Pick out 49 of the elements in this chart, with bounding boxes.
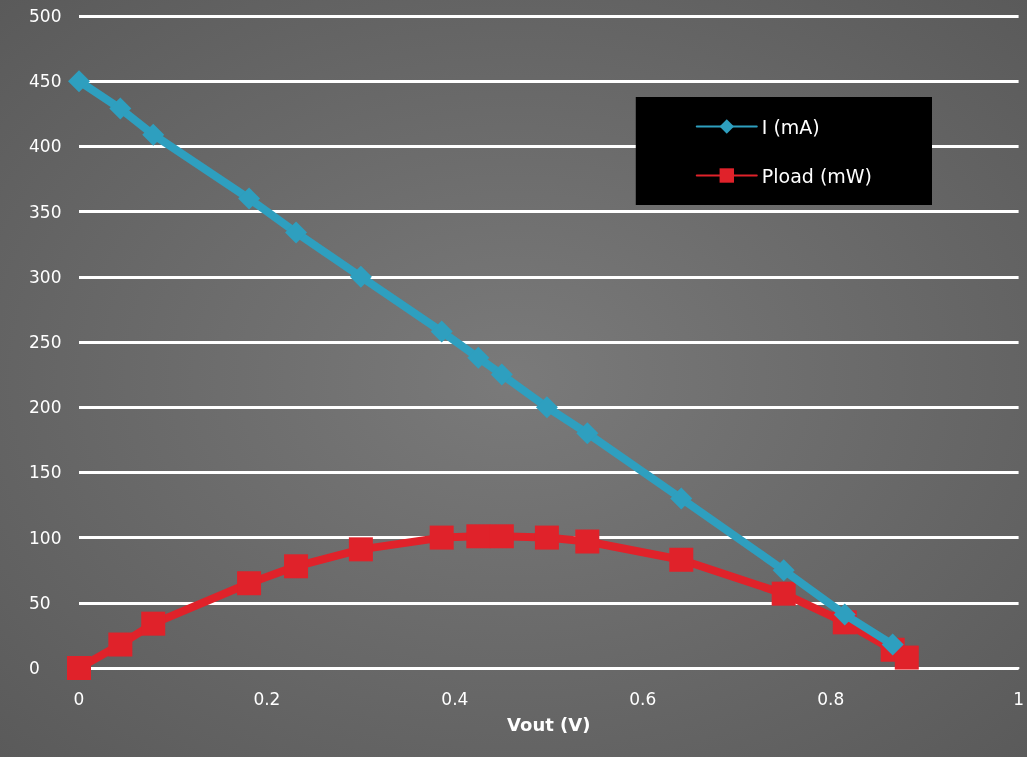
point: [141, 611, 166, 636]
x-axis-title: Vout (V): [507, 713, 591, 735]
point: [108, 632, 133, 657]
point: [535, 396, 558, 419]
point: [285, 221, 308, 244]
point: [348, 537, 373, 562]
point: [109, 97, 132, 120]
y-tick-label: 300: [29, 266, 62, 287]
x-tick-label: 0.2: [253, 688, 281, 709]
point: [466, 524, 491, 549]
point: [833, 603, 856, 626]
point: [534, 525, 559, 550]
point: [284, 554, 309, 579]
point: [771, 581, 796, 606]
y-tick-label: 200: [29, 397, 62, 418]
point: [772, 559, 795, 582]
point: [430, 320, 453, 343]
y-tick-label: 150: [29, 462, 62, 483]
point: [670, 487, 693, 510]
point: [429, 525, 454, 550]
x-tick-label: 0.6: [629, 688, 657, 709]
legend-label: I (mA): [761, 115, 820, 138]
point: [489, 524, 514, 549]
point: [669, 547, 694, 572]
point: [467, 346, 490, 369]
point: [237, 571, 262, 596]
x-tick-label: 0.4: [441, 688, 469, 709]
point: [67, 656, 91, 680]
point: [142, 123, 165, 146]
point: [575, 529, 600, 554]
point: [68, 70, 90, 93]
y-tick-label: 400: [29, 136, 62, 157]
legend-label: Pload (mW): [761, 164, 873, 187]
point: [576, 422, 599, 445]
point: [238, 187, 261, 210]
x-tick-label: 0.8: [817, 688, 845, 709]
y-tick-label: 350: [29, 201, 62, 222]
point: [894, 645, 919, 670]
point: [490, 363, 513, 386]
y-tick-label: 500: [29, 6, 62, 26]
y-tick-label: 450: [29, 71, 62, 92]
point: [881, 633, 904, 656]
y-tick-label: 0: [29, 658, 40, 678]
x-tick-label: 0: [73, 688, 85, 709]
y-tick-label: 50: [29, 592, 51, 613]
x-tick-label: 1: [1013, 688, 1025, 709]
point: [349, 265, 372, 288]
y-tick-label: 250: [29, 332, 62, 352]
y-tick-label: 100: [29, 527, 62, 548]
